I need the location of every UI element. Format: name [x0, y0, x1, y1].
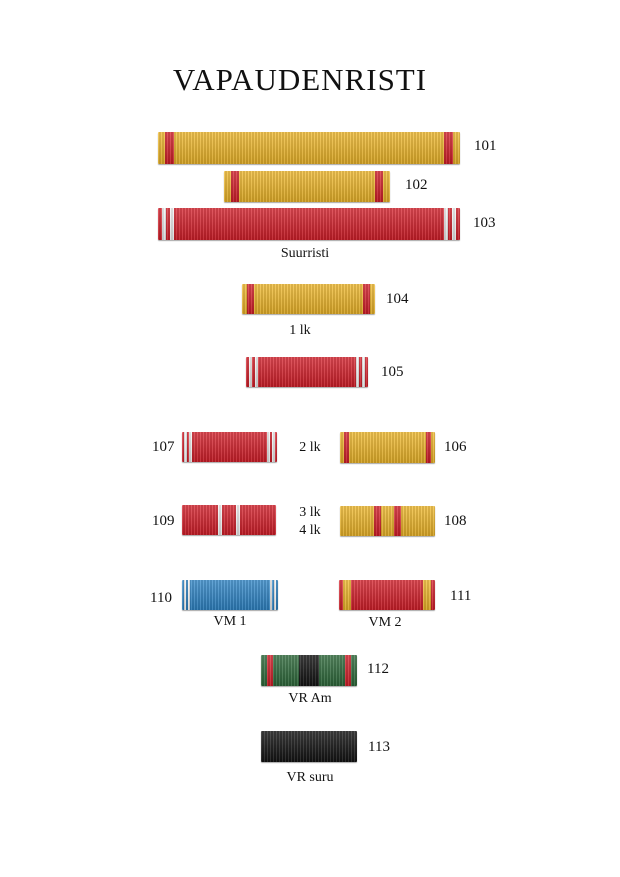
- ribbon-code-101: 101: [474, 138, 497, 154]
- ribbon-101: [158, 132, 460, 164]
- ribbon-113: [261, 731, 357, 762]
- label-vr-suru: VR suru: [286, 770, 334, 785]
- ribbon-code-104: 104: [386, 291, 409, 307]
- ribbon-code-109: 109: [152, 513, 175, 529]
- ribbon-code-107: 107: [152, 439, 175, 455]
- label-vm2: VM 2: [368, 615, 402, 630]
- label-1lk: 1 lk: [289, 323, 311, 338]
- ribbon-102: [224, 171, 390, 202]
- ribbon-105: [246, 357, 368, 387]
- ribbon-112: [261, 655, 357, 686]
- label-3lk: 3 lk: [299, 505, 321, 520]
- label-suurristi: Suurristi: [280, 246, 330, 261]
- ribbon-code-102: 102: [405, 177, 428, 193]
- ribbon-code-108: 108: [444, 513, 467, 529]
- label-2lk: 2 lk: [299, 440, 321, 455]
- ribbon-code-111: 111: [450, 588, 472, 604]
- label-vm1: VM 1: [213, 614, 247, 629]
- ribbon-103: [158, 208, 460, 240]
- label-4lk: 4 lk: [299, 523, 321, 538]
- ribbon-107: [182, 432, 277, 462]
- label-vr-am: VR Am: [288, 691, 332, 706]
- ribbon-111: [339, 580, 435, 610]
- ribbon-109: [182, 505, 276, 535]
- ribbon-104: [242, 284, 375, 314]
- ribbon-code-113: 113: [368, 739, 390, 755]
- ribbon-106: [340, 432, 435, 463]
- ribbon-108: [340, 506, 435, 536]
- ribbon-110: [182, 580, 278, 610]
- ribbon-code-106: 106: [444, 439, 467, 455]
- ribbon-code-110: 110: [150, 590, 172, 606]
- ribbon-code-105: 105: [381, 364, 404, 380]
- page-title: VAPAUDENRISTI: [172, 62, 428, 97]
- ribbon-code-112: 112: [367, 661, 389, 677]
- ribbon-code-103: 103: [473, 215, 496, 231]
